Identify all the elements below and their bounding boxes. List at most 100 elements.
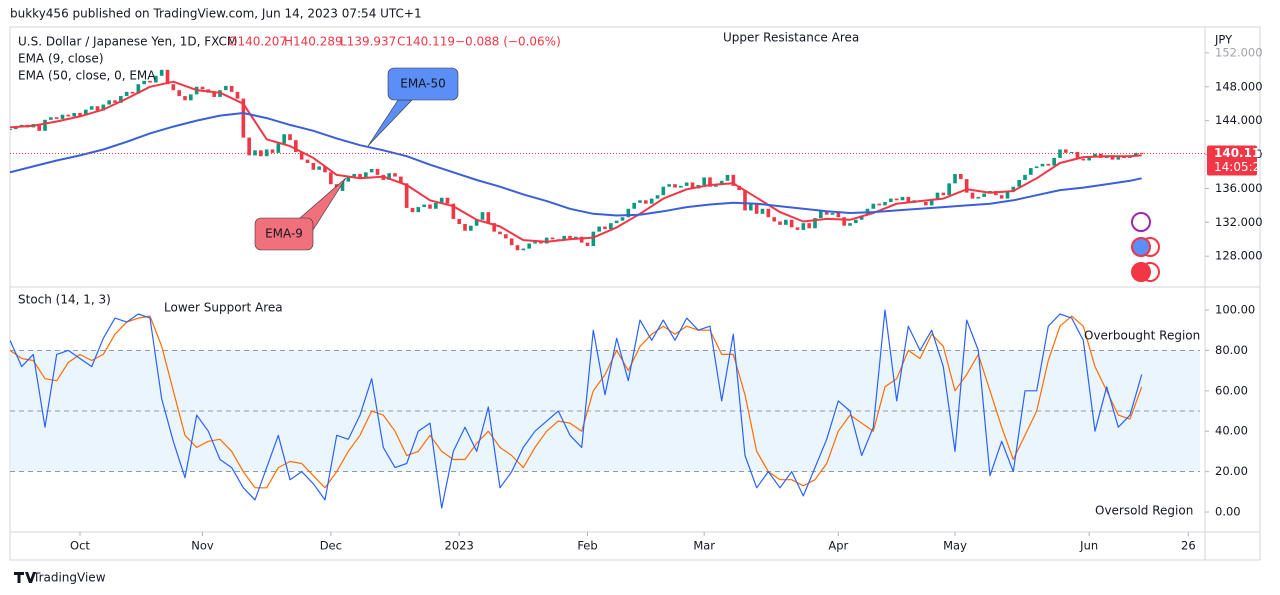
candle: [859, 215, 864, 220]
candle: [393, 173, 397, 177]
candle: [352, 174, 356, 177]
candle: [235, 91, 240, 99]
candle: [632, 202, 636, 209]
candle: [976, 196, 981, 199]
candle: [1110, 155, 1115, 160]
candle: [49, 117, 53, 120]
y-tick-label: 148.000: [1215, 79, 1263, 93]
stoch-pane: [10, 309, 1200, 509]
candle: [340, 181, 345, 191]
candle: [509, 238, 514, 246]
candle: [457, 218, 461, 225]
candle: [72, 113, 76, 117]
candle: [311, 163, 316, 170]
candle: [504, 234, 508, 239]
candle: [375, 168, 380, 175]
callout-pointer: [367, 99, 413, 147]
candle: [702, 177, 706, 186]
candle: [673, 184, 677, 188]
callout-label: EMA-50: [400, 77, 445, 91]
x-tick-label: May: [943, 539, 967, 553]
candle: [900, 196, 905, 201]
candle: [1093, 153, 1097, 157]
candle: [999, 195, 1004, 199]
candle: [364, 172, 368, 179]
candle: [422, 204, 426, 208]
candle: [813, 218, 817, 229]
candle: [533, 240, 537, 244]
y-tick-label: 128.000: [1215, 249, 1263, 263]
candle: [95, 106, 100, 111]
candle: [603, 226, 607, 230]
candle: [224, 85, 228, 91]
y-tick-label: 40.00: [1215, 424, 1248, 438]
candle: [1029, 168, 1033, 175]
candle: [387, 173, 391, 180]
candle: [451, 203, 456, 219]
candle: [649, 198, 654, 204]
candle: [463, 224, 467, 231]
candle: [614, 220, 619, 224]
candle: [54, 117, 59, 119]
candle: [183, 96, 187, 101]
candle: [620, 217, 625, 221]
candle: [1017, 179, 1021, 187]
y-tick-label: 136.000: [1215, 181, 1263, 195]
candle: [1034, 166, 1039, 169]
x-tick-label: Jun: [1079, 539, 1098, 553]
candle: [679, 185, 683, 188]
candle: [766, 208, 771, 218]
candle: [749, 204, 753, 211]
candle: [655, 195, 660, 199]
last-price-box: [1207, 145, 1257, 176]
x-tick-label: Mar: [693, 539, 715, 553]
candle: [626, 208, 631, 218]
candle: [1052, 157, 1056, 166]
x-tick-label: Apr: [828, 539, 848, 553]
candle: [159, 69, 164, 76]
y-tick-label: 132.000: [1215, 215, 1263, 229]
annotation: Overbought Region: [1084, 329, 1200, 343]
candle: [521, 248, 526, 251]
candle: [1081, 158, 1086, 161]
candle: [113, 100, 117, 103]
ohlc-close: C140.119: [397, 35, 455, 49]
candle: [43, 119, 47, 131]
candle: [515, 245, 520, 251]
candle: [119, 96, 123, 103]
candle: [935, 192, 940, 200]
candle: [480, 212, 485, 220]
candle: [124, 91, 129, 97]
candle: [591, 231, 596, 247]
candle: [445, 197, 450, 204]
candle: [434, 202, 438, 209]
candle: [684, 182, 689, 186]
candle: [708, 177, 712, 187]
y-tick-label: 80.00: [1215, 343, 1248, 357]
legend-ema50: EMA (50, close, 0, EMA: [18, 69, 156, 83]
ema-line: [10, 112, 1142, 217]
candle: [959, 174, 963, 180]
candle: [929, 199, 934, 206]
candle: [177, 90, 181, 97]
stoch-line: [10, 309, 1143, 509]
candle: [562, 235, 566, 241]
candle: [329, 172, 333, 185]
stoch-title: Stoch (14, 1, 3): [18, 293, 111, 307]
x-tick-label: Nov: [191, 539, 214, 553]
candle: [253, 150, 257, 156]
ema-line: [10, 80, 1142, 243]
candle: [270, 149, 275, 153]
y-tick-label: 0.00: [1215, 505, 1241, 519]
candle: [148, 80, 152, 83]
candle: [754, 204, 759, 214]
callout-label: EMA-9: [265, 227, 303, 241]
y-tick-label: 60.00: [1215, 383, 1248, 397]
candle: [789, 219, 794, 228]
candle: [299, 151, 304, 160]
candle: [731, 174, 736, 186]
candle: [358, 174, 362, 179]
candle: [970, 192, 975, 199]
candle: [854, 219, 858, 224]
